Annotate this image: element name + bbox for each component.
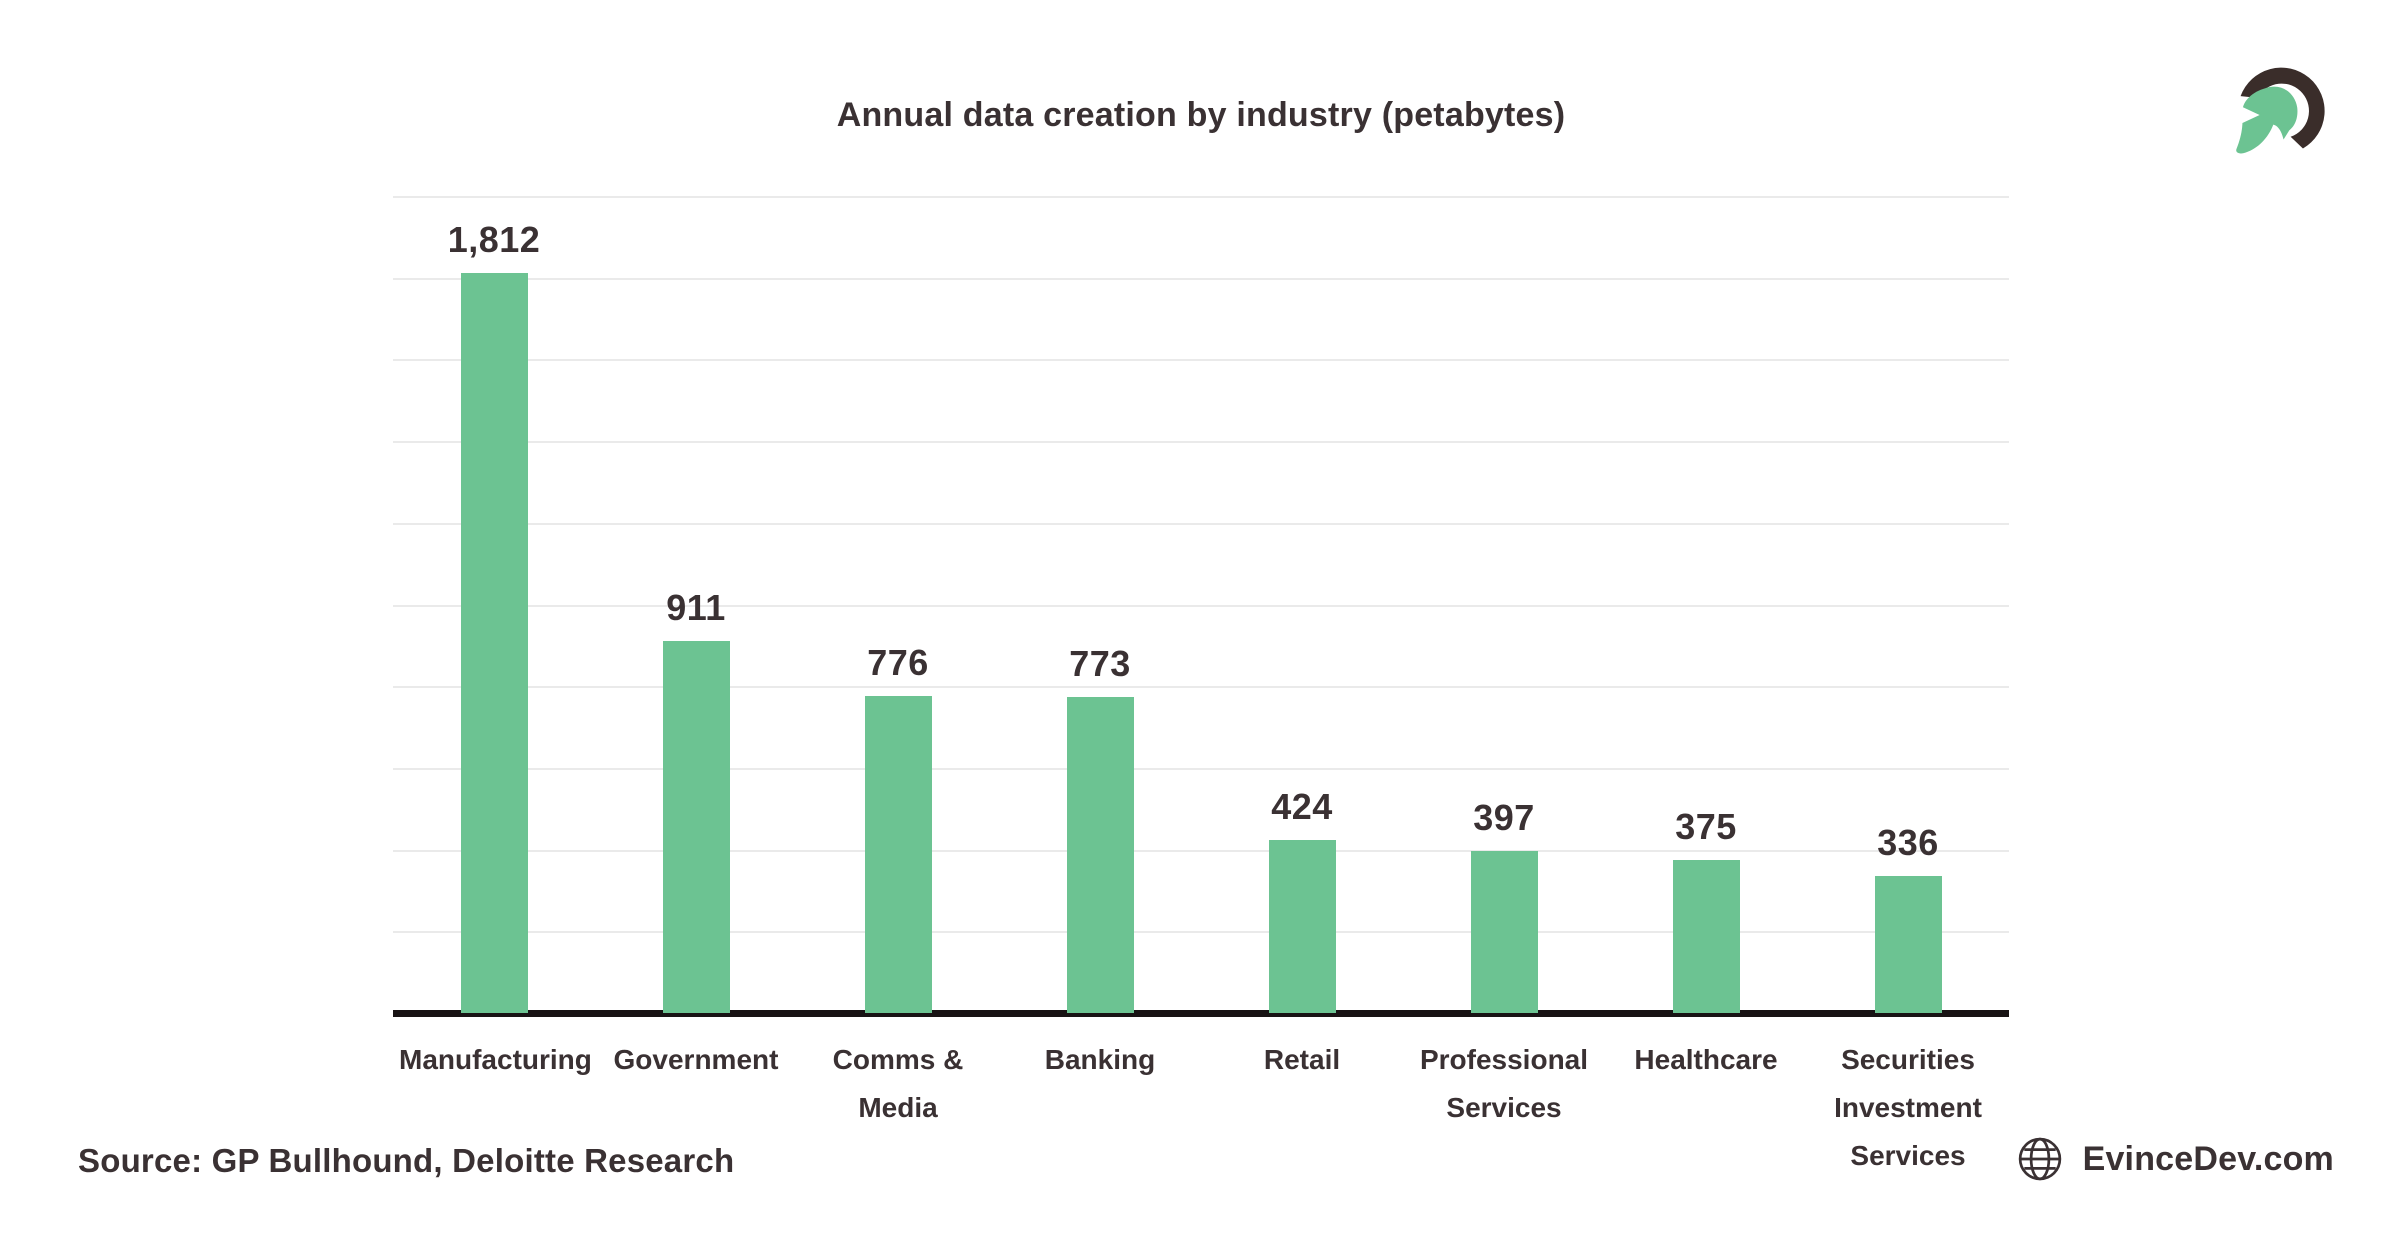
spartan-helmet-logo — [2222, 54, 2336, 168]
bar-government — [662, 640, 730, 1013]
logo-face-notch — [2241, 106, 2260, 124]
bar-retail — [1268, 839, 1336, 1013]
x-axis-labels: Manufacturing Government Comms & Media Bank… — [393, 1036, 2009, 1180]
bar-healthcare — [1672, 859, 1740, 1013]
gridline — [393, 931, 2009, 934]
bar-manufacturing — [460, 272, 528, 1013]
bar-value-label-comms-media: 776 — [867, 642, 929, 684]
x-axis-label-government: Government — [613, 1044, 779, 1075]
bar-value-label-securities-investment-services: 336 — [1877, 821, 1939, 863]
bar-value-label-banking: 773 — [1069, 643, 1131, 685]
gridline — [393, 604, 2009, 607]
bar-banking — [1066, 697, 1134, 1013]
x-axis-label-healthcare: Healthcare — [1634, 1044, 1778, 1075]
x-axis-label-manufacturing: Manufacturing — [399, 1044, 592, 1075]
bar-value-label-manufacturing: 1,812 — [447, 218, 541, 260]
x-axis-label-securities-investment-services: Securities Investment Services — [1834, 1044, 1982, 1171]
logo-helmet-shape — [2236, 86, 2298, 154]
logo-crest-shape — [2240, 67, 2325, 149]
bar-value-label-healthcare: 375 — [1675, 805, 1737, 847]
x-axis-label-banking: Banking — [1044, 1044, 1156, 1075]
x-axis-line — [393, 1010, 2009, 1017]
gridline — [393, 686, 2009, 689]
x-axis-label-comms-media: Comms & Media — [832, 1044, 964, 1123]
gridline — [393, 767, 2009, 770]
gridline — [393, 849, 2009, 852]
bar-value-label-government: 911 — [666, 586, 726, 628]
chart-title: Annual data creation by industry (petaby… — [836, 96, 1566, 134]
bar-professional-services — [1470, 850, 1538, 1013]
gridline — [393, 441, 2009, 444]
website-text: EvinceDev.com — [2082, 1139, 2334, 1178]
bar-securities-investment-services — [1874, 875, 1942, 1013]
bar-comms-media — [864, 696, 932, 1013]
gridline — [393, 522, 2009, 525]
website-credit: EvinceDev.com — [2017, 1136, 2334, 1182]
bar-value-label-professional-services: 397 — [1473, 796, 1535, 838]
x-axis-label-professional-services: Professional Services — [1419, 1044, 1589, 1123]
bar-value-label-retail: 424 — [1271, 785, 1333, 827]
gridline — [393, 277, 2009, 280]
x-axis-label-retail: Retail — [1263, 1044, 1341, 1075]
gridline — [393, 196, 2009, 198]
gridline — [393, 359, 2009, 362]
plot-area: 1,812 911 776 773 424 397 375 336 — [393, 196, 2009, 1017]
source-note: Source: GP Bullhound, Deloitte Research — [78, 1142, 735, 1179]
globe-icon — [2017, 1136, 2063, 1182]
